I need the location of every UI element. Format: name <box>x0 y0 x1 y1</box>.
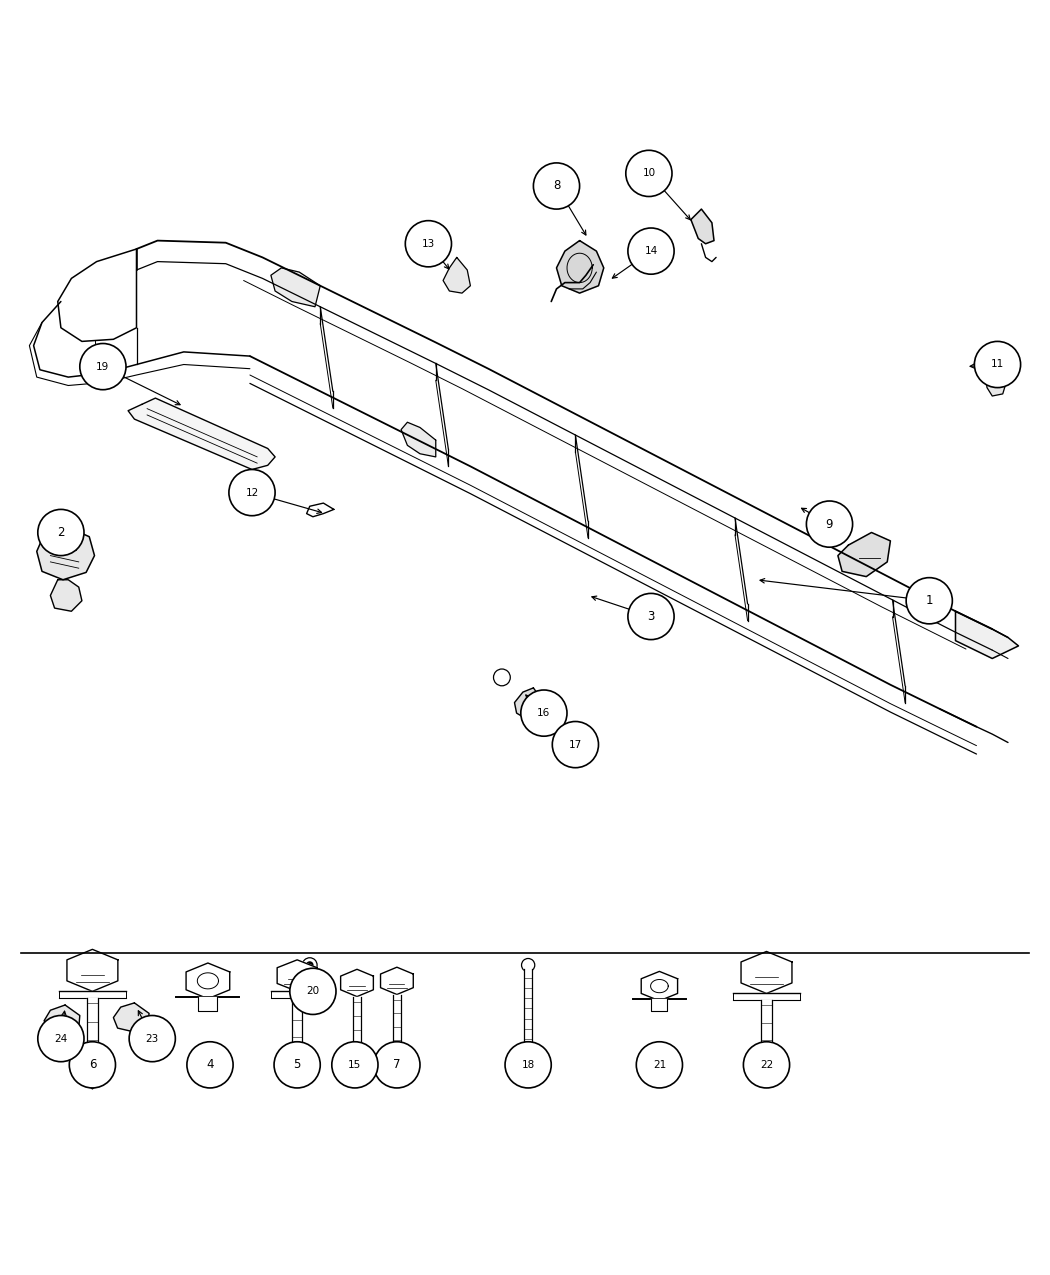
Circle shape <box>521 690 567 736</box>
Polygon shape <box>985 372 1008 397</box>
Polygon shape <box>556 241 604 293</box>
Text: 4: 4 <box>206 1058 214 1071</box>
Circle shape <box>405 221 452 266</box>
Polygon shape <box>277 960 317 992</box>
Polygon shape <box>271 992 323 997</box>
Circle shape <box>307 961 313 968</box>
Polygon shape <box>525 969 531 1065</box>
Polygon shape <box>113 1003 149 1031</box>
Circle shape <box>38 1015 84 1062</box>
Polygon shape <box>186 963 230 998</box>
Text: 10: 10 <box>643 168 655 179</box>
Circle shape <box>38 510 84 556</box>
Circle shape <box>743 1042 790 1088</box>
Polygon shape <box>37 524 94 580</box>
Circle shape <box>626 150 672 196</box>
Text: 3: 3 <box>647 609 655 623</box>
Text: 21: 21 <box>653 1060 666 1070</box>
Text: 18: 18 <box>522 1060 534 1070</box>
Circle shape <box>628 228 674 274</box>
Circle shape <box>505 1042 551 1088</box>
Circle shape <box>628 593 674 640</box>
Circle shape <box>974 342 1021 388</box>
Circle shape <box>552 722 598 768</box>
Circle shape <box>332 1042 378 1088</box>
Polygon shape <box>838 533 890 576</box>
Polygon shape <box>380 968 414 994</box>
Circle shape <box>533 163 580 209</box>
Circle shape <box>274 1042 320 1088</box>
Polygon shape <box>956 611 1018 658</box>
Circle shape <box>636 1042 682 1088</box>
Circle shape <box>187 1042 233 1088</box>
Text: 6: 6 <box>88 1058 97 1071</box>
Circle shape <box>374 1042 420 1088</box>
Circle shape <box>229 469 275 515</box>
Text: 16: 16 <box>538 708 550 718</box>
Polygon shape <box>128 398 275 469</box>
Text: 23: 23 <box>146 1034 159 1044</box>
Polygon shape <box>340 969 374 997</box>
Polygon shape <box>353 997 361 1065</box>
Text: 11: 11 <box>991 360 1004 370</box>
Text: 14: 14 <box>645 246 657 256</box>
Polygon shape <box>401 422 436 456</box>
Polygon shape <box>50 580 82 611</box>
Text: 22: 22 <box>760 1060 773 1070</box>
Polygon shape <box>67 950 118 992</box>
Circle shape <box>80 343 126 390</box>
Circle shape <box>906 578 952 623</box>
Text: 12: 12 <box>246 487 258 497</box>
Text: 13: 13 <box>422 238 435 249</box>
Polygon shape <box>86 997 99 1084</box>
Text: 17: 17 <box>569 740 582 750</box>
Polygon shape <box>59 992 126 997</box>
Polygon shape <box>44 1005 80 1034</box>
Circle shape <box>290 968 336 1015</box>
Circle shape <box>522 959 534 972</box>
Text: 2: 2 <box>57 527 65 539</box>
Polygon shape <box>514 688 546 719</box>
Circle shape <box>302 958 317 973</box>
Polygon shape <box>760 1000 772 1081</box>
Text: 1: 1 <box>925 594 933 607</box>
Text: 8: 8 <box>552 180 561 193</box>
Text: 24: 24 <box>55 1034 67 1044</box>
Text: 7: 7 <box>393 1058 401 1071</box>
Polygon shape <box>741 951 792 993</box>
Polygon shape <box>733 993 800 1000</box>
Text: 15: 15 <box>349 1060 361 1070</box>
Circle shape <box>129 1015 175 1062</box>
Polygon shape <box>292 997 302 1076</box>
Polygon shape <box>642 972 677 1001</box>
Text: 5: 5 <box>293 1058 301 1071</box>
Circle shape <box>494 669 510 686</box>
Circle shape <box>69 1042 116 1088</box>
Polygon shape <box>651 1000 668 1011</box>
Polygon shape <box>443 258 470 293</box>
Circle shape <box>806 501 853 547</box>
Text: 19: 19 <box>97 362 109 371</box>
Text: 9: 9 <box>825 518 834 530</box>
Polygon shape <box>982 356 1013 372</box>
Polygon shape <box>393 994 401 1060</box>
Polygon shape <box>198 997 217 1011</box>
Polygon shape <box>691 209 714 244</box>
Text: 20: 20 <box>307 987 319 996</box>
Polygon shape <box>271 268 320 307</box>
